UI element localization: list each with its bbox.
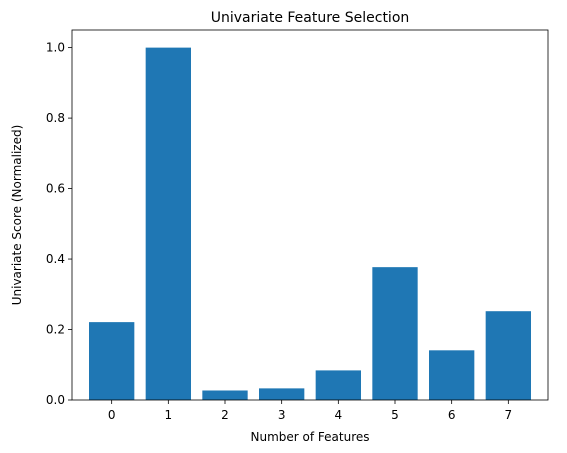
y-tick-label-3: 0.6 bbox=[46, 182, 65, 196]
bar-5 bbox=[372, 267, 418, 400]
bar-3 bbox=[259, 388, 305, 400]
y-tick-label-1: 0.2 bbox=[46, 323, 65, 337]
y-tick-label-4: 0.8 bbox=[46, 111, 65, 125]
bar-0 bbox=[89, 322, 135, 400]
bar-1 bbox=[145, 47, 191, 400]
y-tick-label-5: 1.0 bbox=[46, 41, 65, 55]
x-tick-label-7: 7 bbox=[505, 408, 513, 422]
x-axis-label: Number of Features bbox=[251, 430, 370, 444]
bar-4 bbox=[315, 370, 361, 400]
x-tick-label-3: 3 bbox=[278, 408, 286, 422]
y-tick-label-0: 0.0 bbox=[46, 393, 65, 407]
bars-group bbox=[89, 47, 531, 400]
y-tick-label-2: 0.4 bbox=[46, 252, 65, 266]
x-tick-label-0: 0 bbox=[108, 408, 116, 422]
x-tick-label-4: 4 bbox=[335, 408, 343, 422]
bar-2 bbox=[202, 390, 248, 400]
plot-frame bbox=[71, 29, 549, 401]
chart-title: Univariate Feature Selection bbox=[211, 10, 410, 26]
y-axis-label: Univariate Score (Normalized) bbox=[10, 125, 24, 306]
x-tick-label-2: 2 bbox=[221, 408, 229, 422]
bar-7 bbox=[485, 311, 531, 400]
x-tick-label-5: 5 bbox=[391, 408, 399, 422]
x-tick-label-6: 6 bbox=[448, 408, 456, 422]
bar-6 bbox=[429, 350, 475, 400]
x-axis-ticks: 0 1 2 3 4 5 6 7 bbox=[108, 400, 512, 422]
y-axis-ticks: 0.0 0.2 0.4 0.6 0.8 1.0 bbox=[46, 41, 72, 407]
x-tick-label-1: 1 bbox=[165, 408, 173, 422]
